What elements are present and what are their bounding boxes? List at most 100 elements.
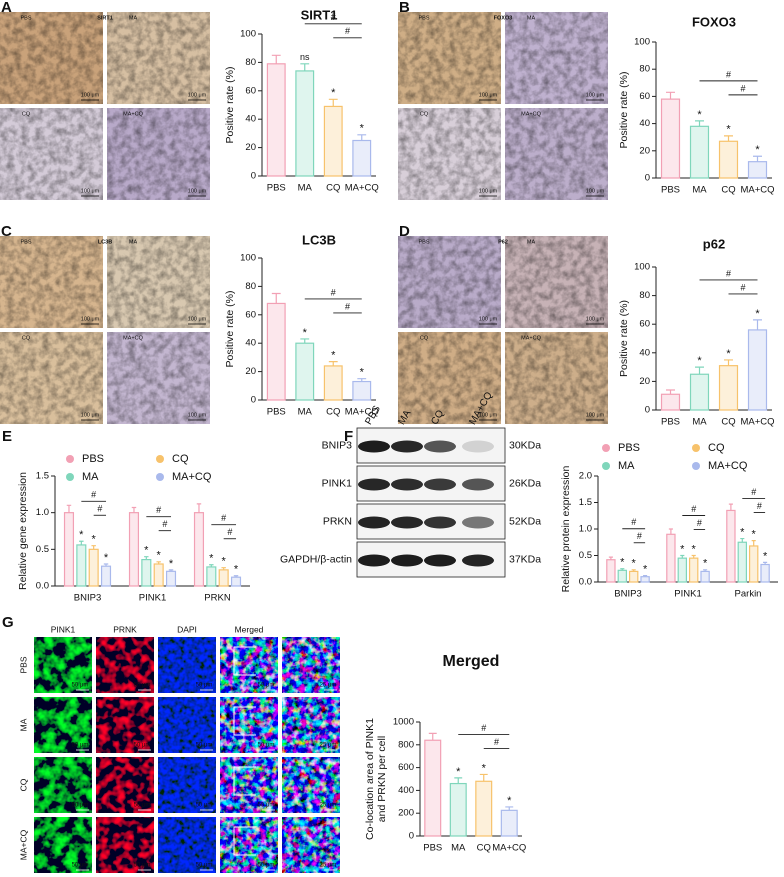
bar [449,782,467,837]
x-tick-label: CQ [477,843,491,854]
group-label: PBS [18,656,28,673]
y-tick-label: 0 [645,405,650,416]
y-tick-label: 20 [639,376,650,387]
significance-mark: * [331,87,336,99]
bar [475,780,493,837]
bar [500,809,518,837]
micrograph-texture [398,12,501,104]
y-tick-label: 0.0 [579,577,592,588]
blot-band [391,478,423,491]
y-tick-label: 60 [245,85,256,96]
fluorescence-signal [158,697,216,753]
image-label: MA+CQ [521,111,541,117]
error-bar [724,135,733,142]
image-label: PBS [418,15,429,21]
scale-label: 25 μm [320,743,337,749]
stain-label: P62 [498,239,508,245]
y-tick-label: 200 [398,808,414,819]
blot-band [391,516,423,529]
blot-band [358,440,390,453]
error-bar [103,563,109,567]
size-label: 52KDa [509,515,541,527]
error-bar [505,806,514,811]
legend-marker [692,462,700,470]
significance-mark: * [331,350,336,362]
chart-title: LC3B [302,232,336,247]
micrograph-texture [107,236,210,328]
legend-label: MA+CQ [708,460,748,472]
bar [677,557,688,583]
error-bar [328,361,338,366]
error-bar [66,504,72,513]
error-bar [724,359,733,366]
y-tick-label: 100 [634,262,650,273]
legend-label: PBS [82,453,104,465]
bar [747,161,768,179]
error-bar [221,567,226,570]
bar [606,559,616,583]
significance-mark: * [360,123,365,135]
bracket-label: # [751,487,756,497]
scale-label: 100 μm [479,92,498,98]
bracket-label: # [156,505,161,515]
y-tick-label: 100 [240,253,256,264]
x-tick-label: PINK1 [674,589,701,600]
significance-mark: * [697,355,702,367]
scale-label: 25 μm [320,683,337,689]
scale-label: 50 μm [196,863,213,869]
significance-mark: * [222,556,227,568]
group-label: MA+CQ [18,829,28,860]
error-bar [753,155,762,162]
bar [266,302,286,401]
blot-band [462,516,494,529]
micrograph-texture [398,236,501,328]
bracket-label: # [726,69,731,79]
legend-marker [66,473,74,481]
error-bar [357,378,367,382]
size-label: 26KDa [509,477,541,489]
y-tick-label: 20 [639,145,650,156]
bracket-label: # [740,282,745,292]
panel-letter: E [2,428,12,445]
y-axis-label: Positive rate (%) [224,66,236,143]
image-label: MA [527,15,536,21]
blot-band [424,516,456,529]
legend-label: MA [82,471,99,483]
scale-label: 50 μm [72,743,89,749]
micrograph-texture [0,12,103,104]
bar [165,570,177,587]
scale-label: 50 μm [196,803,213,809]
scale-label: 100 μm [479,188,498,194]
fluorescence-signal [282,757,340,813]
x-tick-label: MA [692,417,707,428]
significance-mark: * [692,543,697,555]
bar [100,565,112,587]
zoom-box [233,646,256,676]
image-label: CQ [420,111,429,117]
bracket-label: # [637,531,642,541]
bracket-label: # [757,501,762,511]
size-label: 37KDa [509,553,541,565]
x-tick-label: MA [692,185,707,196]
scale-label: 100 μm [586,316,605,322]
panel-letter: F [344,428,353,445]
significance-mark: * [680,543,685,555]
fluorescence-signal [158,817,216,873]
micrograph-texture [398,332,501,424]
fluorescence-signal [96,757,154,813]
bar [193,512,205,587]
scale-label: 100 μm [188,412,207,418]
bar [206,566,217,587]
y-tick-label: 400 [398,785,414,796]
bar [666,533,676,583]
scale-label: 50 μm [134,803,151,809]
bar [230,576,242,587]
scale-label: 25 μm [320,863,337,869]
bracket-label: # [631,517,636,527]
error-bar [196,503,202,513]
bracket-label: # [91,490,96,500]
scale-label: 100 μm [81,188,100,194]
scale-label: 100 μm [188,92,207,98]
panel-letter: G [2,614,14,631]
fluorescence-signal [220,697,278,753]
